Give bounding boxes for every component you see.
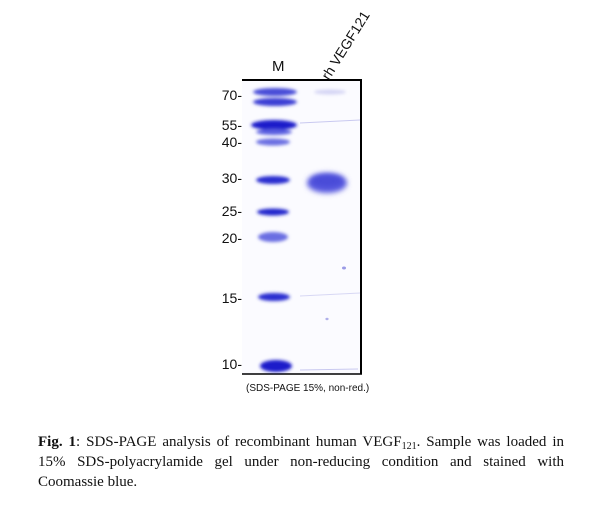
marker-band-30: [256, 176, 290, 184]
gel-condition-caption: (SDS-PAGE 15%, non-red.): [246, 383, 370, 394]
sample-band-faint: [314, 89, 346, 95]
caption-text-2: . Sample was loaded in 15% SDS-polyacryl…: [38, 434, 564, 490]
marker-band-15: [258, 293, 290, 301]
marker-band-10: [260, 360, 292, 372]
marker-lane-label: M: [272, 58, 285, 75]
marker-lane: [251, 88, 297, 372]
mw-label-40: 40-: [221, 134, 242, 150]
figure-number: Fig. 1: [38, 434, 77, 450]
caption-subscript: 121: [401, 441, 417, 452]
caption-text-1: : SDS-PAGE analysis of recombinant human…: [76, 434, 402, 450]
marker-band-70: [253, 88, 297, 96]
sample-lane: [307, 89, 347, 193]
mw-label-55: 55-: [221, 117, 242, 133]
marker-band-20: [258, 232, 288, 242]
gel-streak: [299, 292, 361, 297]
gel-streak: [299, 119, 361, 124]
mw-label-30: 30-: [221, 170, 242, 186]
gel-speck: [325, 317, 329, 321]
sample-band-core: [311, 175, 343, 187]
figure-caption: Fig. 1: SDS-PAGE analysis of recombinant…: [38, 432, 564, 492]
marker-band-40: [256, 138, 290, 146]
gel-streak: [299, 368, 359, 371]
marker-band-45: [256, 129, 292, 135]
mw-label-20: 20-: [221, 230, 242, 246]
gel-speck: [342, 266, 346, 270]
mw-label-25: 25-: [221, 203, 242, 219]
marker-band-70b: [253, 98, 297, 106]
mw-label-10: 10-: [221, 356, 242, 372]
marker-band-25: [257, 208, 289, 216]
marker-band-55: [251, 120, 297, 130]
mw-label-70: 70-: [221, 87, 242, 103]
mw-label-15: 15-: [221, 290, 242, 306]
